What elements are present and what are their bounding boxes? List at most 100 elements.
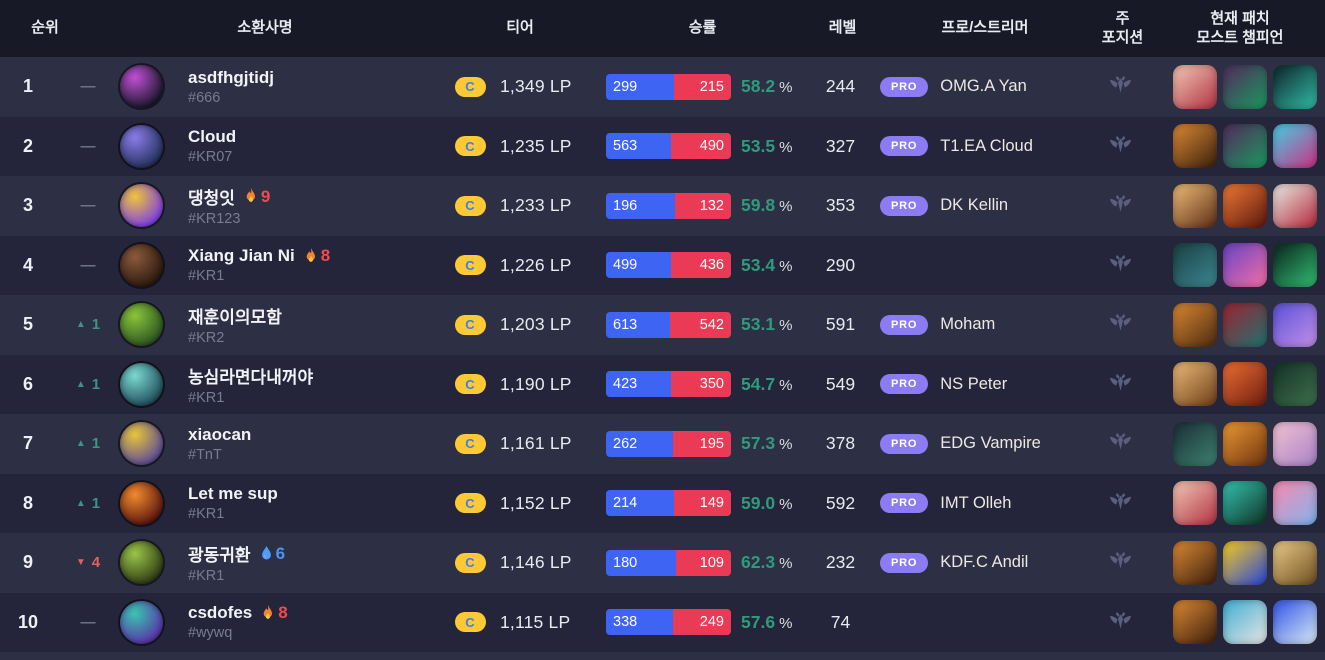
champion-icon[interactable] — [1273, 183, 1317, 228]
table-row[interactable]: 9 ▼ 4 광동귀환 6 #KR — [0, 533, 1325, 593]
lp-value: 1,146 LP — [500, 552, 572, 573]
streak-value: 8 — [278, 603, 288, 623]
summoner-name[interactable]: Cloud — [188, 127, 237, 147]
summoner-name[interactable]: 재훈이의모함 — [188, 308, 282, 328]
winrate-bar: 563 490 — [606, 133, 731, 160]
champion-icon[interactable] — [1273, 64, 1317, 109]
table-row[interactable]: 7 ▲ 1 xiaocan #TnT C 1,161 LP 262 195 57… — [0, 414, 1325, 474]
header-pro: 프로/스트리머 — [941, 19, 1029, 37]
champion-icon[interactable] — [1173, 481, 1217, 526]
summoner-name[interactable]: asdfhgjtidj — [188, 67, 274, 87]
champion-icon[interactable] — [1173, 183, 1217, 228]
streak-badge: 8 — [260, 603, 288, 623]
rank-change-icon: — — [80, 613, 96, 631]
champion-icon[interactable] — [1173, 540, 1217, 585]
champion-icon[interactable] — [1273, 302, 1317, 347]
table-row[interactable]: 8 ▲ 1 Let me sup #KR1 C 1,152 LP 214 149… — [0, 473, 1325, 533]
losses-value: 215 — [699, 78, 724, 95]
winrate-pct-cell: 53.5 % — [731, 136, 803, 157]
champion-icon[interactable] — [1223, 183, 1267, 228]
champion-icon[interactable] — [1173, 600, 1217, 645]
champion-icon[interactable] — [1173, 243, 1217, 288]
summoner-name[interactable]: xiaocan — [188, 424, 252, 444]
table-row[interactable]: 3 — 댕청잇 9 #KR12 — [0, 176, 1325, 236]
lp-value: 1,349 LP — [500, 76, 572, 97]
rank-number: 5 — [22, 314, 33, 335]
percent-sign: % — [779, 317, 793, 335]
table-row[interactable]: 10 — csdofes 8 — [0, 592, 1325, 652]
table-body: 1 — asdfhgjtidj #666 C 1,349 LP 299 215 … — [0, 57, 1325, 652]
rank-number: 7 — [22, 433, 33, 454]
champion-icon[interactable] — [1173, 302, 1217, 347]
level-value: 353 — [825, 195, 856, 216]
table-row[interactable]: 1 — asdfhgjtidj #666 C 1,349 LP 299 215 … — [0, 57, 1325, 117]
rank-change-icon: — — [80, 197, 96, 215]
header-champions-line2: 모스트 챔피언 — [1196, 28, 1284, 46]
summoner-avatar[interactable] — [120, 422, 163, 466]
summoner-avatar[interactable] — [120, 184, 163, 228]
wins-value: 214 — [613, 495, 638, 512]
summoner-name[interactable]: 농심라면다내꺼야 — [188, 367, 314, 387]
champion-icon[interactable] — [1223, 540, 1267, 585]
table-row[interactable]: 6 ▲ 1 농심라면다내꺼야 #KR1 C 1,190 LP 423 350 5… — [0, 354, 1325, 414]
tier-letter: C — [465, 614, 475, 630]
winrate-pct-cell: 58.2 % — [731, 76, 803, 97]
champion-icon[interactable] — [1223, 64, 1267, 109]
rank-number: 6 — [22, 373, 33, 394]
champion-icon[interactable] — [1273, 421, 1317, 466]
champions-cell — [1153, 183, 1325, 228]
champion-icon[interactable] — [1173, 64, 1217, 109]
champion-icon[interactable] — [1273, 243, 1317, 288]
tier-letter: C — [465, 555, 475, 571]
summoner-name[interactable]: 댕청잇 — [188, 189, 235, 209]
champion-icon[interactable] — [1273, 481, 1317, 526]
summoner-avatar[interactable] — [120, 541, 163, 585]
champion-icon[interactable] — [1273, 600, 1317, 645]
fire-streak-icon — [306, 247, 315, 262]
support-position-icon — [1109, 254, 1132, 272]
champion-icon[interactable] — [1273, 362, 1317, 407]
champion-icon[interactable] — [1223, 243, 1267, 288]
summoner-avatar[interactable] — [120, 124, 163, 168]
champion-icon[interactable] — [1173, 362, 1217, 407]
champion-icon[interactable] — [1273, 124, 1317, 169]
champion-icon[interactable] — [1273, 540, 1317, 585]
losses-bar: 436 — [670, 252, 731, 279]
summoner-avatar[interactable] — [120, 600, 163, 644]
pro-cell: PRO Moham — [878, 314, 1088, 335]
streak-value: 6 — [275, 543, 286, 563]
summoner-avatar[interactable] — [120, 303, 163, 347]
table-row[interactable]: 2 — Cloud #KR07 C 1,235 LP 563 490 53.5 … — [0, 116, 1325, 176]
summoner-avatar[interactable] — [120, 65, 163, 109]
champion-icon[interactable] — [1223, 362, 1267, 407]
champion-icon[interactable] — [1173, 124, 1217, 169]
champions-cell — [1153, 481, 1325, 526]
position-cell — [1088, 430, 1153, 457]
wins-value: 338 — [613, 614, 638, 631]
pro-cell: PRO IMT Olleh — [878, 493, 1088, 514]
table-row[interactable]: 5 ▲ 1 재훈이의모함 #KR2 C 1,203 LP 613 542 53.… — [0, 295, 1325, 355]
summoner-avatar[interactable] — [120, 243, 163, 287]
winrate-bar: 499 436 — [606, 252, 731, 279]
summoner-avatar[interactable] — [120, 481, 163, 525]
streak-value: 8 — [320, 246, 331, 266]
champions-cell — [1153, 600, 1325, 645]
tier-letter: C — [465, 317, 475, 333]
champion-icon[interactable] — [1223, 124, 1267, 169]
champion-icon[interactable] — [1173, 421, 1217, 466]
summoner-cell: 재훈이의모함 #KR2 — [176, 303, 446, 346]
champion-icon[interactable] — [1223, 600, 1267, 645]
summoner-cell: asdfhgjtidj #666 — [176, 68, 446, 106]
level-value: 290 — [825, 254, 856, 275]
table-row[interactable]: 4 — Xiang Jian Ni 8 — [0, 235, 1325, 295]
champion-icon[interactable] — [1223, 481, 1267, 526]
champion-icon[interactable] — [1223, 421, 1267, 466]
position-cell — [1088, 609, 1153, 636]
summoner-name[interactable]: csdofes — [188, 603, 253, 623]
summoner-avatar[interactable] — [120, 362, 163, 406]
tier-letter: C — [465, 138, 475, 154]
summoner-name[interactable]: 광동귀환 — [188, 546, 251, 566]
summoner-name[interactable]: Let me sup — [188, 484, 278, 504]
champion-icon[interactable] — [1223, 302, 1267, 347]
summoner-name[interactable]: Xiang Jian Ni — [188, 246, 295, 266]
